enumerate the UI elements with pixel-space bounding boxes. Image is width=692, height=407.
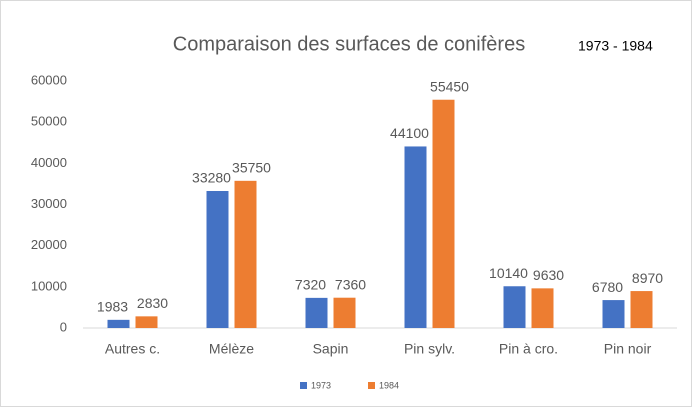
data-label: 7320 bbox=[295, 277, 326, 293]
legend-label: 1984 bbox=[379, 380, 399, 390]
data-label: 9630 bbox=[533, 267, 564, 283]
data-label: 6780 bbox=[592, 279, 623, 295]
x-tick-label: Pin noir bbox=[604, 341, 652, 357]
data-label: 2830 bbox=[137, 295, 168, 311]
data-label: 7360 bbox=[335, 276, 366, 292]
x-tick-label: Mélèze bbox=[209, 341, 254, 357]
chart-title: Comparaison des surfaces de conifères bbox=[173, 33, 525, 55]
data-label: 1983 bbox=[97, 299, 128, 315]
x-tick-label: Pin sylv. bbox=[404, 341, 455, 357]
chart-subtitle: 1973 - 1984 bbox=[578, 38, 653, 54]
data-label: 35750 bbox=[232, 160, 271, 176]
y-tick-label: 40000 bbox=[31, 155, 67, 170]
bar bbox=[531, 288, 554, 328]
bar bbox=[630, 291, 653, 328]
data-label: 8970 bbox=[632, 270, 663, 286]
y-tick-label: 0 bbox=[60, 319, 67, 334]
data-label: 44100 bbox=[390, 125, 429, 141]
bar bbox=[107, 319, 130, 328]
legend-label: 1973 bbox=[311, 380, 331, 390]
bar bbox=[333, 297, 356, 328]
bar bbox=[602, 300, 625, 328]
bar bbox=[432, 99, 455, 328]
x-tick-label: Sapin bbox=[313, 341, 349, 357]
bar bbox=[206, 190, 229, 328]
legend-swatch bbox=[368, 382, 375, 389]
y-tick-label: 20000 bbox=[31, 237, 67, 252]
data-label: 55450 bbox=[430, 78, 469, 94]
y-tick-label: 50000 bbox=[31, 114, 67, 129]
y-tick-label: 30000 bbox=[31, 196, 67, 211]
data-label: 10140 bbox=[489, 265, 528, 281]
legend-swatch bbox=[300, 382, 307, 389]
bar bbox=[503, 286, 526, 328]
y-tick-label: 60000 bbox=[31, 72, 67, 87]
y-tick-label: 10000 bbox=[31, 278, 67, 293]
bar bbox=[135, 316, 158, 328]
bar bbox=[305, 297, 328, 328]
x-tick-label: Pin à cro. bbox=[499, 341, 558, 357]
x-tick-label: Autres c. bbox=[105, 341, 160, 357]
bar bbox=[404, 146, 427, 328]
bar bbox=[234, 180, 257, 328]
data-label: 33280 bbox=[192, 170, 231, 186]
